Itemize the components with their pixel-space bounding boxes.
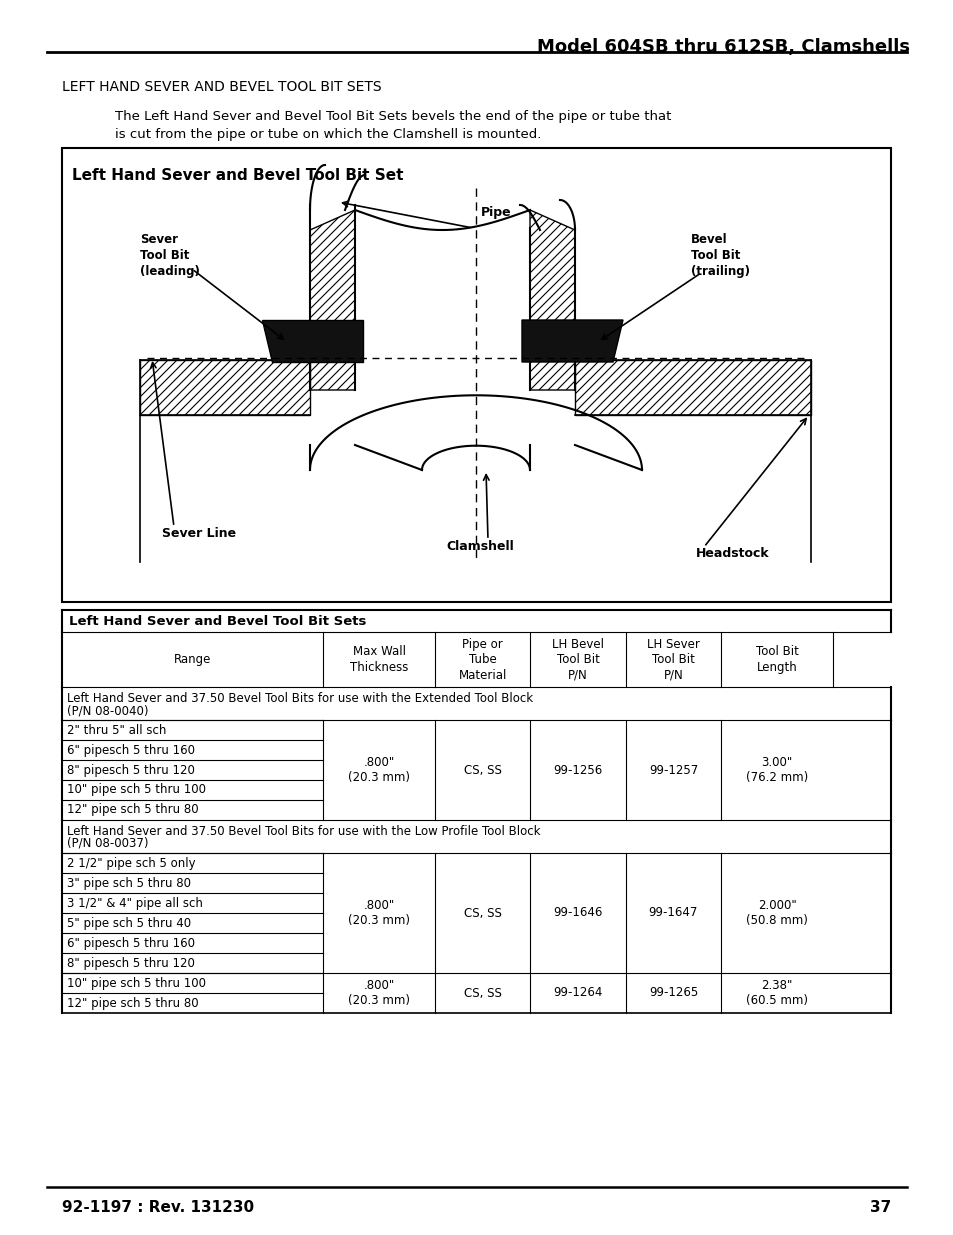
Polygon shape [521, 320, 622, 362]
Text: is cut from the pipe or tube on which the Clamshell is mounted.: is cut from the pipe or tube on which th… [115, 128, 540, 141]
Text: CS, SS: CS, SS [463, 906, 501, 920]
Text: Left Hand Sever and 37.50 Bevel Tool Bits for use with the Extended Tool Block: Left Hand Sever and 37.50 Bevel Tool Bit… [67, 692, 533, 705]
Text: 2.000"
(50.8 mm): 2.000" (50.8 mm) [745, 899, 807, 927]
Text: 10" pipe sch 5 thru 100: 10" pipe sch 5 thru 100 [67, 783, 206, 797]
Text: 6" pipesch 5 thru 160: 6" pipesch 5 thru 160 [67, 743, 194, 757]
Text: 10" pipe sch 5 thru 100: 10" pipe sch 5 thru 100 [67, 977, 206, 989]
Text: 99-1256: 99-1256 [553, 763, 602, 777]
Text: 3.00"
(76.2 mm): 3.00" (76.2 mm) [745, 756, 807, 784]
Text: 12" pipe sch 5 thru 80: 12" pipe sch 5 thru 80 [67, 997, 198, 1009]
Text: 99-1265: 99-1265 [648, 987, 698, 999]
Text: .800"
(20.3 mm): .800" (20.3 mm) [348, 979, 410, 1008]
Text: Range: Range [173, 653, 211, 666]
Text: .800"
(20.3 mm): .800" (20.3 mm) [348, 899, 410, 927]
Text: CS, SS: CS, SS [463, 763, 501, 777]
Text: 99-1647: 99-1647 [648, 906, 698, 920]
Polygon shape [530, 210, 575, 390]
Text: 6" pipesch 5 thru 160: 6" pipesch 5 thru 160 [67, 936, 194, 950]
Text: Left Hand Sever and Bevel Tool Bit Sets: Left Hand Sever and Bevel Tool Bit Sets [69, 615, 366, 627]
Text: 2 1/2" pipe sch 5 only: 2 1/2" pipe sch 5 only [67, 857, 195, 869]
Text: 8" pipesch 5 thru 120: 8" pipesch 5 thru 120 [67, 956, 194, 969]
Text: .800"
(20.3 mm): .800" (20.3 mm) [348, 756, 410, 784]
Polygon shape [262, 320, 363, 362]
Text: LEFT HAND SEVER AND BEVEL TOOL BIT SETS: LEFT HAND SEVER AND BEVEL TOOL BIT SETS [62, 80, 381, 94]
Text: Sever
Tool Bit
(leading): Sever Tool Bit (leading) [140, 233, 200, 278]
Polygon shape [310, 210, 355, 390]
Text: LH Bevel
Tool Bit
P/N: LH Bevel Tool Bit P/N [552, 637, 603, 682]
Text: Pipe: Pipe [480, 206, 511, 219]
Polygon shape [575, 359, 810, 415]
Text: Clamshell: Clamshell [446, 540, 514, 553]
Text: Headstock: Headstock [696, 547, 769, 559]
Text: (P/N 08-0037): (P/N 08-0037) [67, 837, 149, 850]
Text: 99-1646: 99-1646 [553, 906, 602, 920]
Text: 3" pipe sch 5 thru 80: 3" pipe sch 5 thru 80 [67, 877, 191, 889]
Text: The Left Hand Sever and Bevel Tool Bit Sets bevels the end of the pipe or tube t: The Left Hand Sever and Bevel Tool Bit S… [115, 110, 671, 124]
Text: Max Wall
Thickness: Max Wall Thickness [350, 645, 408, 674]
Text: 99-1257: 99-1257 [648, 763, 698, 777]
Polygon shape [140, 359, 310, 415]
Text: 2.38"
(60.5 mm): 2.38" (60.5 mm) [745, 979, 807, 1008]
Text: 2" thru 5" all sch: 2" thru 5" all sch [67, 724, 166, 736]
Text: 92-1197 : Rev. 131230: 92-1197 : Rev. 131230 [62, 1200, 253, 1215]
Text: Sever Line: Sever Line [162, 527, 236, 540]
Text: Bevel
Tool Bit
(trailing): Bevel Tool Bit (trailing) [690, 233, 749, 278]
Bar [62, 148, 890, 601]
Text: CS, SS: CS, SS [463, 987, 501, 999]
Text: 37: 37 [869, 1200, 890, 1215]
Text: 99-1264: 99-1264 [553, 987, 602, 999]
Text: 3 1/2" & 4" pipe all sch: 3 1/2" & 4" pipe all sch [67, 897, 203, 909]
Text: Left Hand Sever and 37.50 Bevel Tool Bits for use with the Low Profile Tool Bloc: Left Hand Sever and 37.50 Bevel Tool Bit… [67, 825, 540, 839]
Text: Model 604SB thru 612SB, Clamshells: Model 604SB thru 612SB, Clamshells [537, 38, 909, 56]
Text: Left Hand Sever and Bevel Tool Bit Set: Left Hand Sever and Bevel Tool Bit Set [71, 168, 403, 183]
Text: (P/N 08-0040): (P/N 08-0040) [67, 704, 149, 718]
Text: LH Sever
Tool Bit
P/N: LH Sever Tool Bit P/N [646, 637, 700, 682]
Text: 8" pipesch 5 thru 120: 8" pipesch 5 thru 120 [67, 763, 194, 777]
Text: 5" pipe sch 5 thru 40: 5" pipe sch 5 thru 40 [67, 916, 191, 930]
Text: Pipe or
Tube
Material: Pipe or Tube Material [458, 637, 506, 682]
Text: 12" pipe sch 5 thru 80: 12" pipe sch 5 thru 80 [67, 804, 198, 816]
Text: Tool Bit
Length: Tool Bit Length [755, 645, 798, 674]
